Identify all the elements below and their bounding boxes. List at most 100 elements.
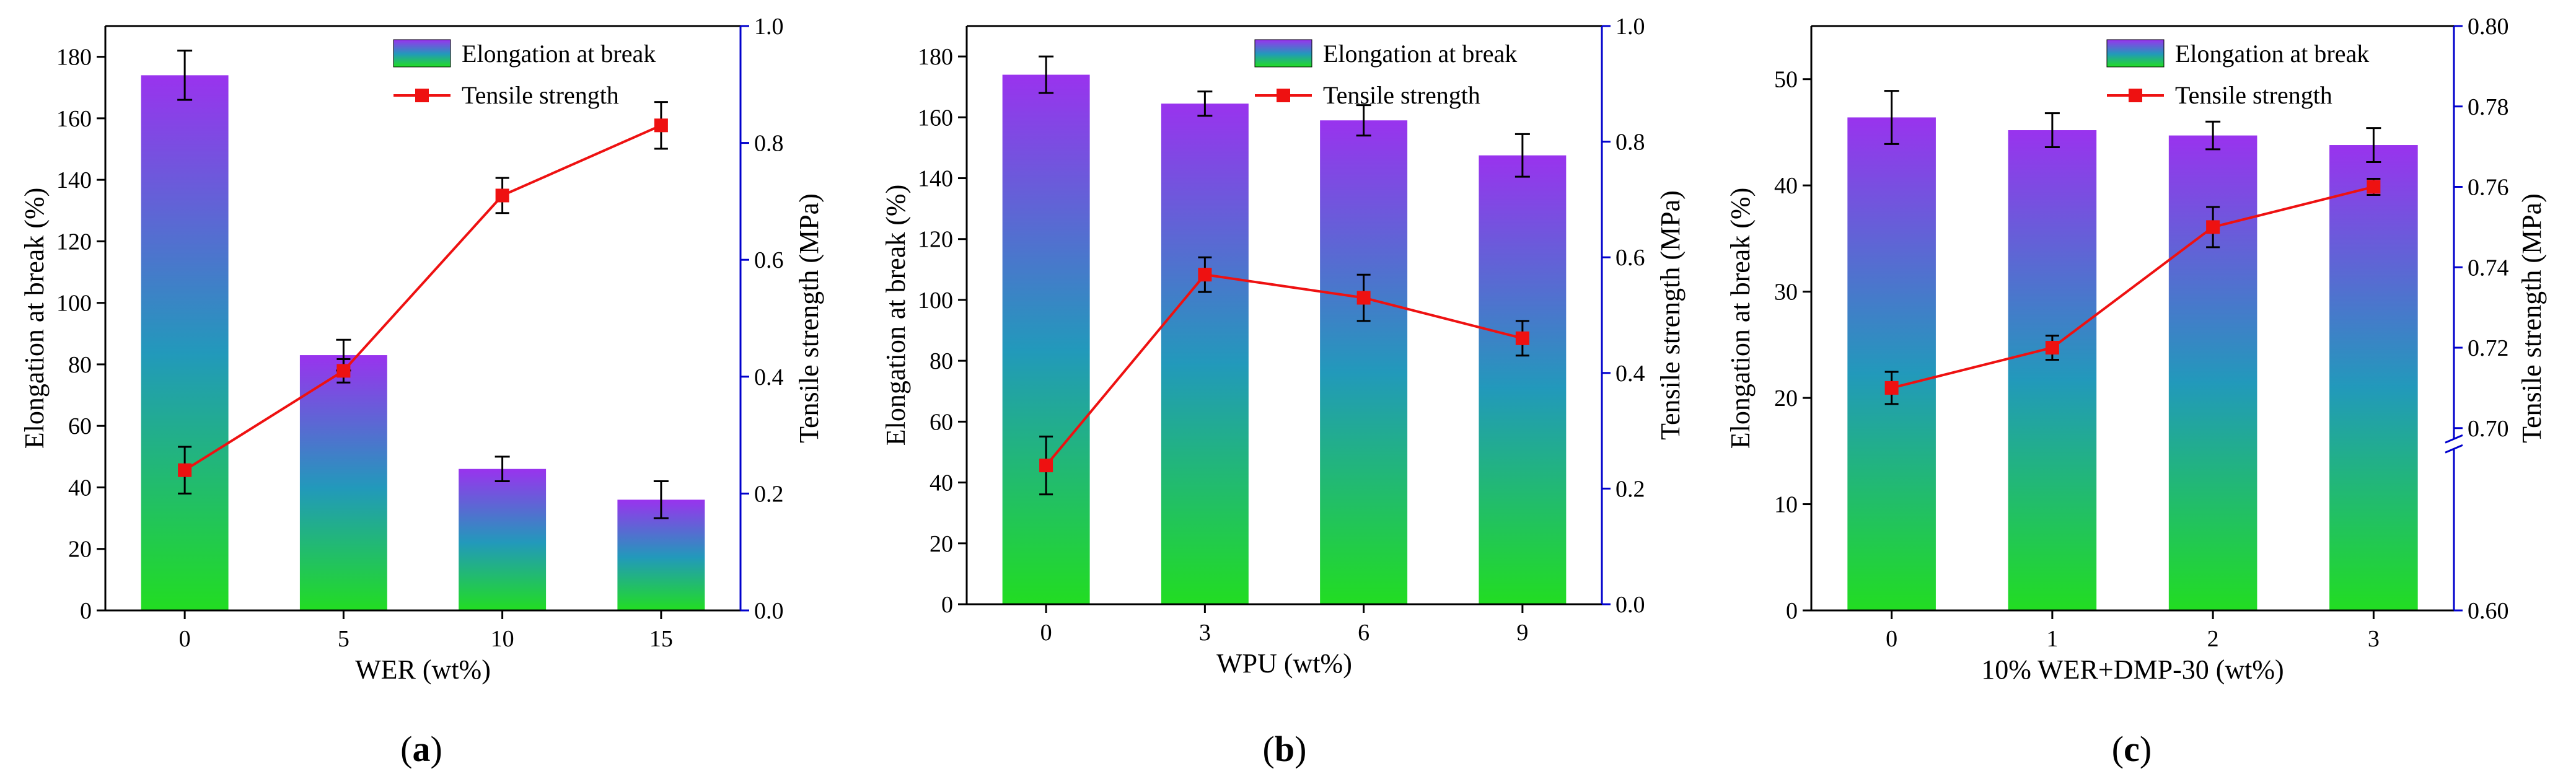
x-tick-label: 3 bbox=[1199, 620, 1211, 646]
y-tick-label: 160 bbox=[918, 105, 953, 131]
legend-label: Elongation at break bbox=[2175, 40, 2369, 68]
y-tick-label: 30 bbox=[1774, 279, 1798, 306]
bar-error-bar bbox=[2205, 120, 2221, 151]
panel-label: (a) bbox=[400, 729, 442, 769]
y2-tick-label: 0.78 bbox=[2468, 94, 2509, 120]
bar bbox=[1002, 74, 1090, 604]
y-tick-label: 180 bbox=[56, 45, 92, 71]
panel-label: (c) bbox=[2112, 729, 2152, 769]
panel-label-open: ( bbox=[1263, 729, 1275, 769]
tensile-strength-point bbox=[178, 463, 192, 477]
tensile-strength-point bbox=[2206, 220, 2220, 234]
panel-label-letter: a bbox=[413, 729, 431, 769]
tensile-strength-point bbox=[495, 188, 509, 203]
bar-error-bar bbox=[1039, 55, 1054, 94]
legend-bar-swatch bbox=[393, 39, 451, 68]
panel-label-close: ) bbox=[431, 729, 442, 769]
y2-tick-label: 0.6 bbox=[754, 247, 784, 273]
legend-line-marker bbox=[1277, 89, 1290, 102]
x-tick-label: 1 bbox=[2046, 626, 2058, 652]
x-axis-label: 10% WER+DMP-30 (wt%) bbox=[1981, 654, 2284, 685]
legend-bar-swatch bbox=[2106, 39, 2165, 68]
bar bbox=[2008, 130, 2097, 610]
legend-label: Tensile strength bbox=[2175, 81, 2332, 109]
y2-tick-label: 0.2 bbox=[1615, 476, 1645, 502]
tensile-strength-line bbox=[1891, 185, 2374, 389]
tensile-strength-point bbox=[1039, 459, 1053, 473]
y-tick-label: 80 bbox=[68, 352, 92, 378]
y2-tick-label: 0.74 bbox=[2468, 255, 2509, 281]
panel-label: (b) bbox=[1263, 729, 1307, 769]
x-tick-label: 3 bbox=[2368, 626, 2380, 652]
x-tick-label: 0 bbox=[1040, 620, 1052, 646]
y-tick-label: 100 bbox=[918, 288, 953, 314]
bar bbox=[1847, 117, 1936, 610]
y-tick-label: 50 bbox=[1774, 67, 1798, 93]
bar-error-bar bbox=[2044, 112, 2060, 148]
y-tick-label: 140 bbox=[56, 167, 92, 193]
y-tick-label: 10 bbox=[1774, 492, 1798, 518]
y2-tick-label: 0.60 bbox=[2468, 598, 2509, 624]
tensile-strength-point bbox=[1884, 381, 1899, 395]
y2-tick-label: 0.6 bbox=[1615, 245, 1645, 271]
x-tick-label: 9 bbox=[1516, 620, 1528, 646]
x-tick-label: 5 bbox=[338, 626, 349, 652]
bar bbox=[1479, 155, 1567, 604]
legend-label: Tensile strength bbox=[462, 81, 619, 109]
tensile-strength-point bbox=[336, 364, 351, 378]
y2-tick-label: 0.2 bbox=[754, 481, 784, 507]
y2-axis-label: Tensile strength (MPa) bbox=[2517, 193, 2547, 443]
y-tick-label: 40 bbox=[68, 475, 92, 501]
y2-tick-label: 0.4 bbox=[754, 364, 784, 390]
tensile-strength-point bbox=[654, 118, 668, 133]
y-tick-label: 160 bbox=[56, 106, 92, 132]
axis-break-mark bbox=[2445, 444, 2463, 454]
panels: 0204060801001201401601800.00.20.40.60.81… bbox=[19, 14, 2547, 769]
y-axis-label: Elongation at break (%) bbox=[1725, 188, 1756, 449]
panel-label-open: ( bbox=[2112, 729, 2124, 769]
y2-tick-label: 1.0 bbox=[754, 14, 784, 40]
y2-tick-label: 0.4 bbox=[1615, 361, 1645, 387]
y-tick-label: 140 bbox=[918, 166, 953, 192]
legend-line-marker bbox=[415, 89, 429, 102]
bar-error-bar bbox=[177, 50, 193, 101]
y2-tick-label: 0.72 bbox=[2468, 335, 2509, 361]
y2-tick-label: 0.76 bbox=[2468, 175, 2509, 201]
panel-label-close: ) bbox=[2140, 729, 2152, 769]
x-axis-label: WPU (wt%) bbox=[1216, 648, 1352, 679]
y2-tick-label: 1.0 bbox=[1615, 14, 1645, 40]
legend-label: Elongation at break bbox=[462, 40, 656, 68]
y2-axis-label: Tensile strength (MPa) bbox=[794, 193, 824, 443]
y-axis-label: Elongation at break (%) bbox=[19, 188, 50, 449]
y2-tick-label: 0.0 bbox=[1615, 592, 1645, 618]
bar bbox=[141, 75, 229, 611]
tensile-strength-point bbox=[2045, 341, 2059, 355]
y-tick-label: 40 bbox=[1774, 173, 1798, 199]
bar bbox=[459, 469, 547, 610]
y-tick-label: 120 bbox=[56, 229, 92, 255]
x-tick-label: 10 bbox=[491, 626, 514, 652]
tensile-strength-point bbox=[2367, 180, 2381, 194]
bar-error-bar bbox=[1884, 90, 1899, 145]
bar-error-bar bbox=[1514, 133, 1530, 178]
y2-tick-label: 0.8 bbox=[754, 131, 784, 157]
x-tick-label: 6 bbox=[1358, 620, 1369, 646]
bar-error-bar bbox=[653, 480, 669, 519]
chart-panel-a: 0204060801001201401601800.00.20.40.60.81… bbox=[19, 14, 824, 769]
y-tick-label: 20 bbox=[930, 531, 953, 557]
y-tick-label: 0 bbox=[941, 592, 953, 618]
y-tick-label: 60 bbox=[930, 409, 953, 435]
axis-break-mark bbox=[2445, 434, 2463, 444]
y-tick-label: 80 bbox=[930, 348, 953, 374]
y2-tick-label: 0.8 bbox=[1615, 130, 1645, 156]
y-tick-label: 120 bbox=[918, 227, 953, 253]
x-tick-label: 0 bbox=[1886, 626, 1897, 652]
x-tick-label: 15 bbox=[649, 626, 673, 652]
y-tick-label: 0 bbox=[80, 598, 92, 624]
y-tick-label: 20 bbox=[68, 537, 92, 563]
tensile-strength-point bbox=[1198, 268, 1212, 282]
chart-panel-c: 0 10 20 30 40 50 0.60 0.70 0.72 0.74 0.76 0.78 0.80 0… bbox=[1725, 14, 2547, 769]
y-tick-label: 180 bbox=[918, 44, 953, 70]
bar-error-bar bbox=[2366, 127, 2381, 163]
y2-axis-label: Tensile strength (MPa) bbox=[1655, 190, 1686, 440]
